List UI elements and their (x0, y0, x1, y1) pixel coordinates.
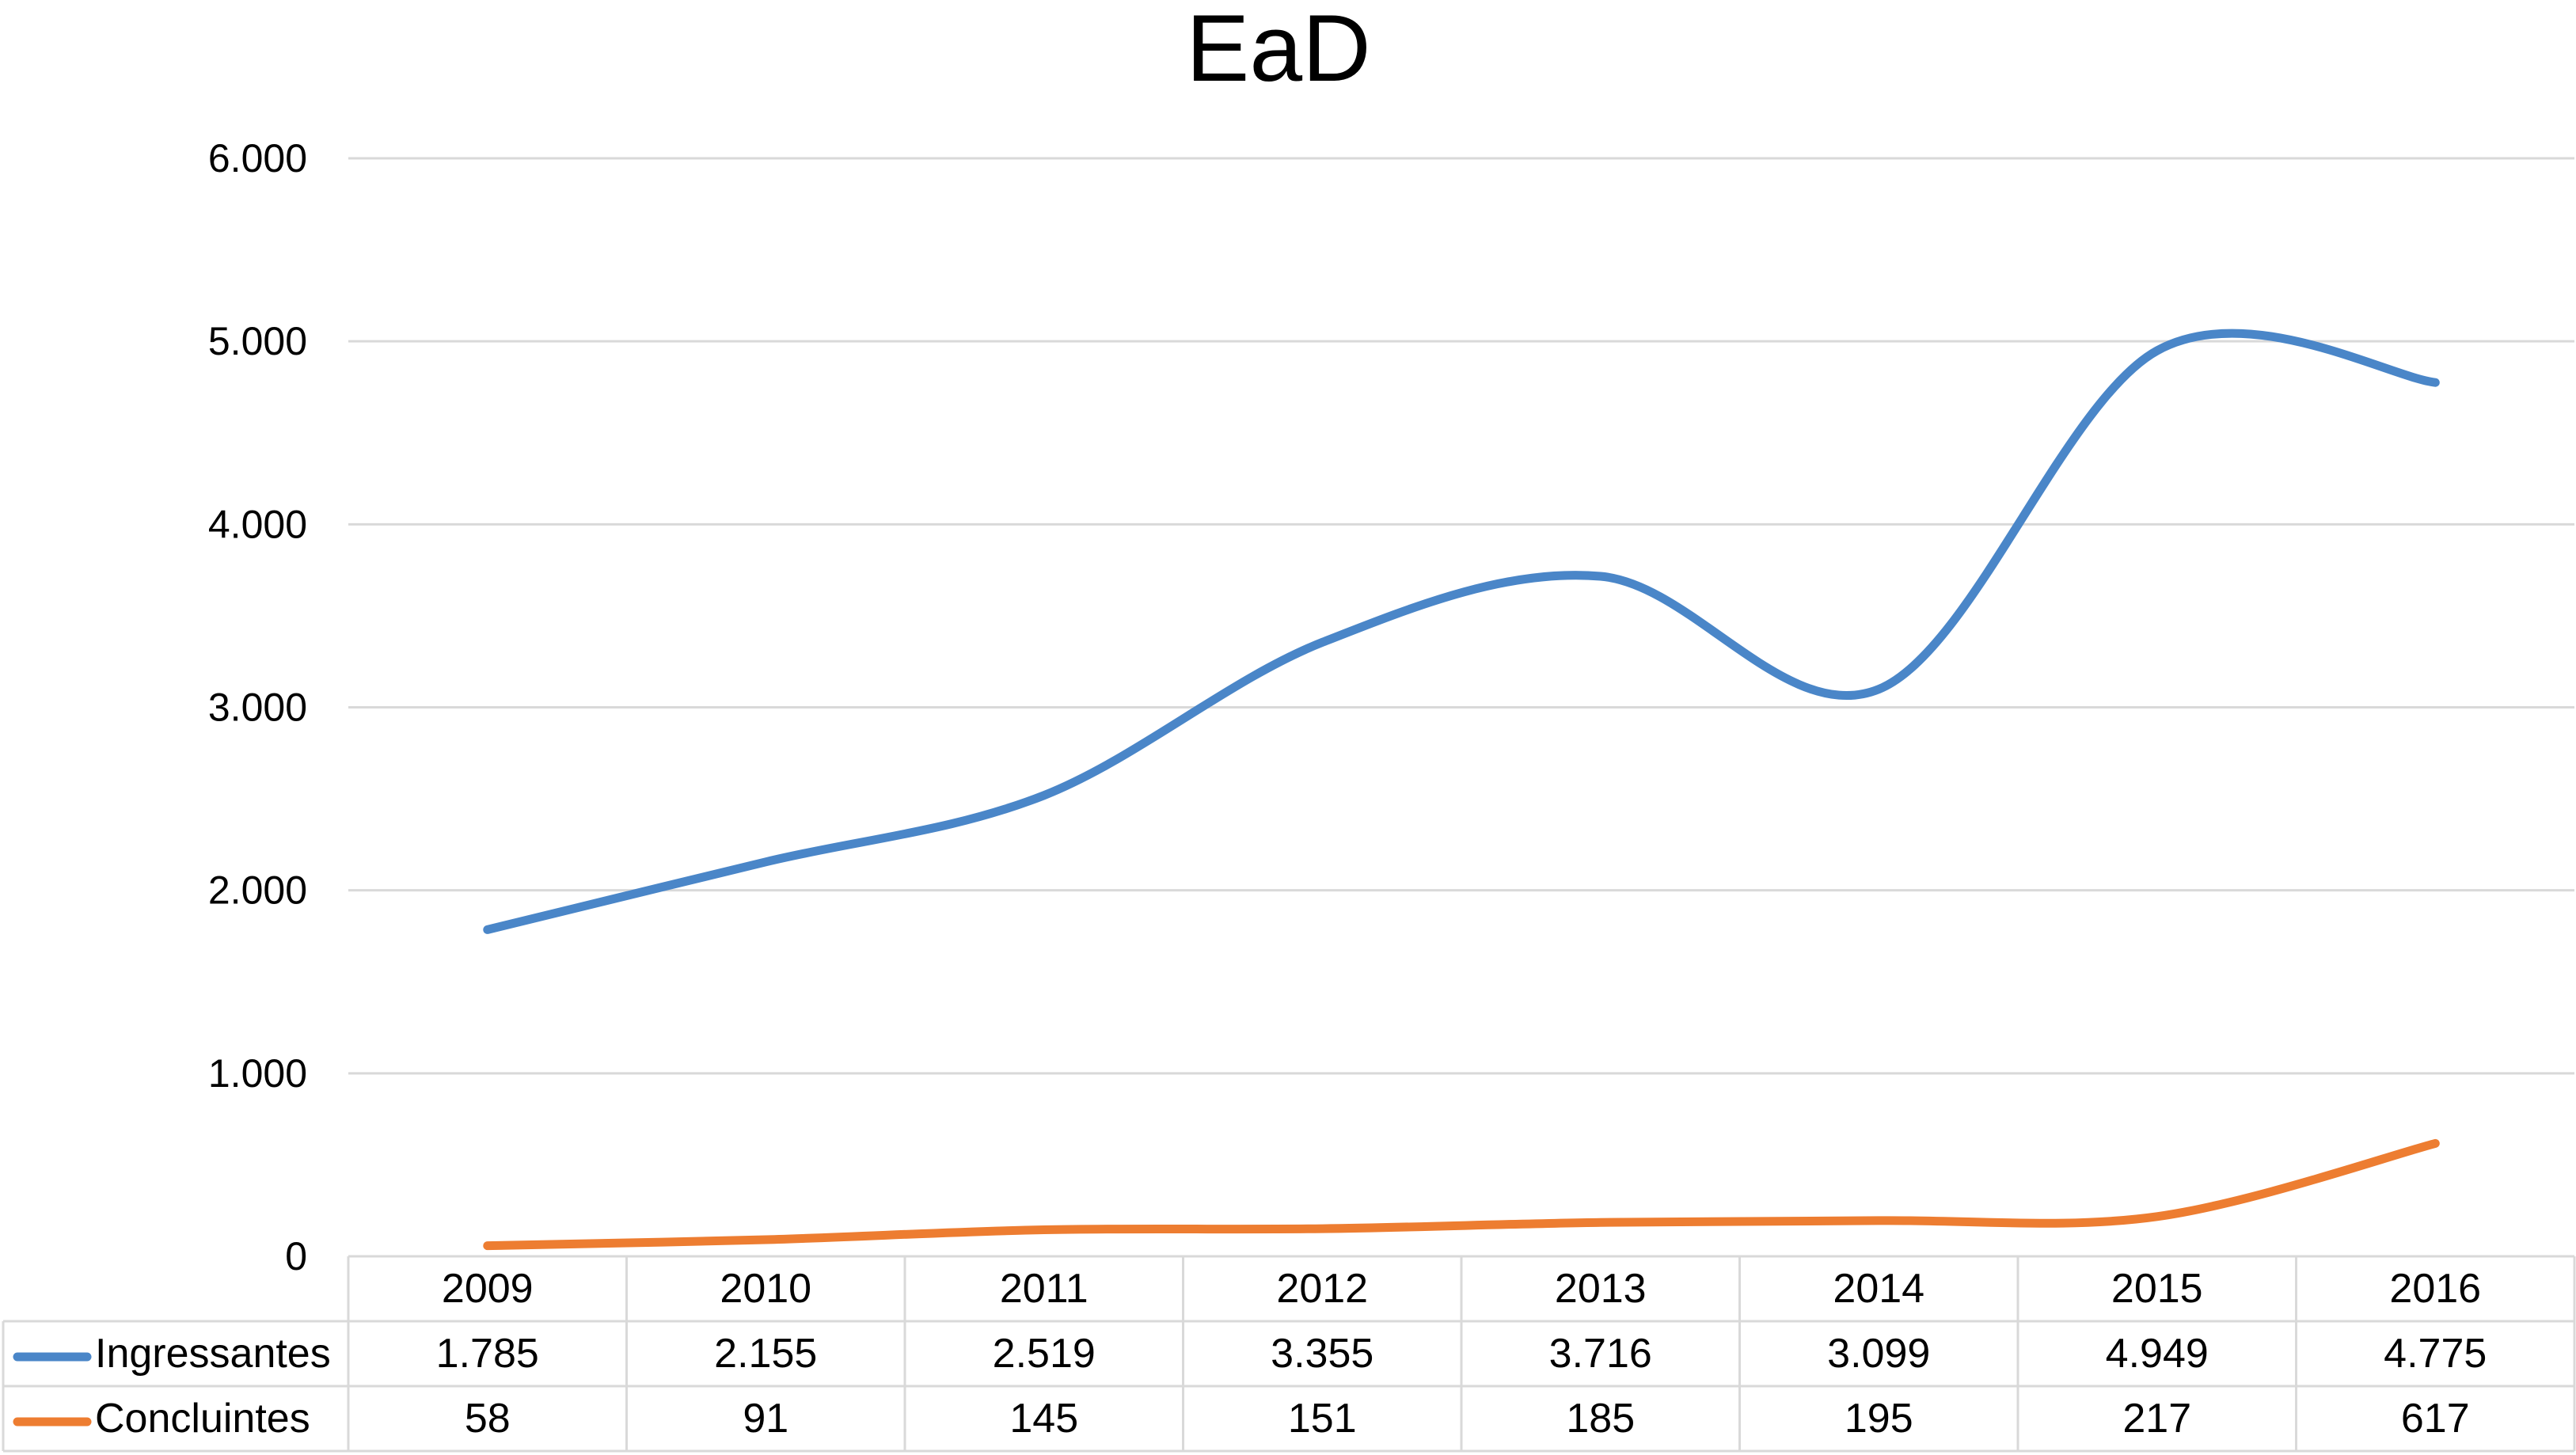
data-cell: 3.716 (1549, 1331, 1652, 1377)
data-cell: 185 (1566, 1396, 1635, 1442)
series-line-ingressantes (483, 329, 2440, 934)
y-tick-label: 6.000 (208, 136, 307, 180)
y-tick-label: 1.000 (208, 1051, 307, 1096)
y-axis: 0 1.000 2.000 3.000 4.000 5.000 6.000 (208, 136, 307, 1278)
data-cell: 58 (465, 1396, 511, 1442)
y-tick-label: 3.000 (208, 686, 307, 730)
data-cell: 4.949 (2106, 1331, 2209, 1377)
data-cell: 1.785 (436, 1331, 539, 1377)
gridlines (348, 157, 2574, 1075)
category-label: 2010 (720, 1266, 811, 1312)
legend-label: Concluintes (95, 1396, 310, 1442)
data-cell: 2.155 (714, 1331, 817, 1377)
category-label: 2009 (442, 1266, 534, 1312)
data-cell: 617 (2401, 1396, 2470, 1442)
data-cell: 217 (2122, 1396, 2191, 1442)
data-cell: 4.775 (2384, 1331, 2487, 1377)
category-label: 2016 (2389, 1266, 2481, 1312)
y-tick-label: 0 (285, 1234, 307, 1278)
chart-title: EaD (1186, 0, 1370, 101)
data-cell: 3.099 (1827, 1331, 1930, 1377)
data-cell: 151 (1288, 1396, 1357, 1442)
data-table: 2009 2010 2011 2012 2013 2014 2015 2016 Ingressa… (2, 1255, 2576, 1453)
data-cell: 3.355 (1271, 1331, 1373, 1377)
data-cell: 2.519 (993, 1331, 1096, 1377)
series-lines (483, 329, 2440, 1251)
category-label: 2012 (1276, 1266, 1368, 1312)
data-cell: 195 (1845, 1396, 1913, 1442)
series-line-concluintes (483, 1138, 2440, 1251)
y-tick-label: 4.000 (208, 502, 307, 546)
category-label: 2015 (2111, 1266, 2203, 1312)
data-cell: 91 (743, 1396, 788, 1442)
category-label: 2013 (1555, 1266, 1647, 1312)
y-tick-label: 2.000 (208, 868, 307, 913)
category-label: 2014 (1833, 1266, 1924, 1312)
y-tick-label: 5.000 (208, 319, 307, 363)
data-cell: 145 (1009, 1396, 1078, 1442)
legend-label: Ingressantes (95, 1331, 331, 1377)
category-label: 2011 (1000, 1266, 1089, 1312)
